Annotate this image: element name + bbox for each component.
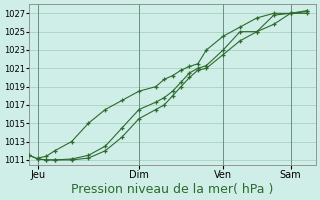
X-axis label: Pression niveau de la mer( hPa ): Pression niveau de la mer( hPa ) <box>71 183 274 196</box>
